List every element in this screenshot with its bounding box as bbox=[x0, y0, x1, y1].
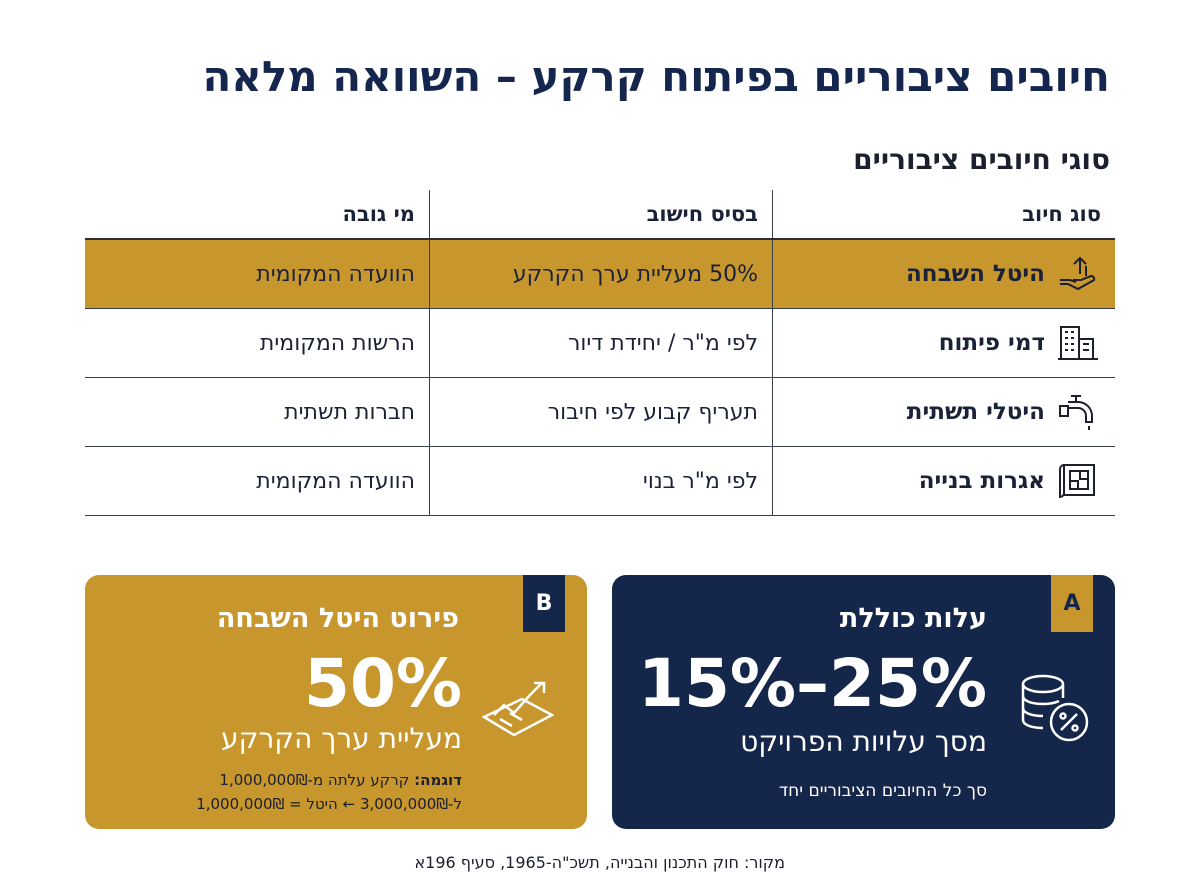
charge-type-cell: דמי פיתוח bbox=[772, 309, 1115, 377]
betterment-levy-card: B פירוט היטל השבחה 50% מעליית ערך הקרקע … bbox=[85, 575, 587, 829]
rising-land-value-icon bbox=[480, 667, 558, 749]
calc-basis-cell: תעריף קבוע לפי חיבור bbox=[429, 378, 772, 446]
card-tag-b: B bbox=[523, 575, 565, 632]
example-label: דוגמה: bbox=[414, 771, 462, 789]
table-row: היטל השבחה 50% מעליית ערך הקרקע הוועדה ה… bbox=[85, 240, 1115, 309]
card-note: סך כל החיובים הציבוריים יחד bbox=[778, 781, 987, 801]
collector-cell: הוועדה המקומית bbox=[256, 261, 415, 287]
section-subtitle: סוגי חיובים ציבוריים bbox=[853, 143, 1110, 176]
card-title: עלות כוללת bbox=[839, 603, 987, 634]
charges-table: סוג חיוב בסיס חישוב מי גובה היטל השבחה 5… bbox=[85, 190, 1115, 516]
water-tap-icon bbox=[1055, 389, 1101, 435]
charge-type-label: אגרות בנייה bbox=[918, 468, 1045, 494]
hand-arrow-up-icon bbox=[1055, 251, 1101, 297]
table-row: היטלי תשתית תעריף קבוע לפי חיבור חברות ת… bbox=[85, 378, 1115, 447]
card-big-value: 15%–25% bbox=[638, 645, 987, 722]
charge-type-label: היטל השבחה bbox=[906, 261, 1045, 287]
total-cost-card: A עלות כוללת 15%–25% מסך עלויות הפרויקט … bbox=[612, 575, 1115, 829]
card-title: פירוט היטל השבחה bbox=[216, 603, 459, 634]
charge-type-label: היטלי תשתית bbox=[906, 399, 1045, 425]
charge-type-cell: היטלי תשתית bbox=[772, 378, 1115, 446]
table-header-row: סוג חיוב בסיס חישוב מי גובה bbox=[85, 190, 1115, 240]
building-icon bbox=[1055, 320, 1101, 366]
source-note: מקור: חוק התכנון והבנייה, תשכ"ה-1965, סע… bbox=[414, 853, 785, 872]
card-big-value: 50% bbox=[304, 645, 462, 722]
charge-type-cell: אגרות בנייה bbox=[772, 447, 1115, 515]
card-subtext: מסך עלויות הפרויקט bbox=[740, 725, 987, 758]
charge-type-cell: היטל השבחה bbox=[772, 240, 1115, 308]
calc-basis-cell: 50% מעליית ערך הקרקע bbox=[429, 240, 772, 308]
blueprint-icon bbox=[1055, 458, 1101, 504]
collector-cell: הרשות המקומית bbox=[259, 330, 415, 356]
table-row: דמי פיתוח לפי מ"ר / יחידת דיור הרשות המק… bbox=[85, 309, 1115, 378]
charge-type-label: דמי פיתוח bbox=[938, 330, 1045, 356]
card-tag-a: A bbox=[1051, 575, 1093, 632]
example-line-2: ל-3,000,000₪ ← היטל = 1,000,000₪ bbox=[196, 795, 462, 813]
card-subtext: מעליית ערך הקרקע bbox=[221, 722, 462, 755]
header-calc-basis: בסיס חישוב bbox=[429, 190, 772, 238]
example-line-1: קרקע עלתה מ-1,000,000₪ bbox=[219, 771, 410, 789]
collector-cell: חברות תשתית bbox=[284, 399, 415, 425]
collector-cell: הוועדה המקומית bbox=[256, 468, 415, 494]
coins-percent-icon bbox=[1017, 670, 1095, 752]
example-text: דוגמה: קרקע עלתה מ-1,000,000₪ ל-3,000,00… bbox=[196, 768, 462, 816]
header-collector: מי גובה bbox=[342, 202, 415, 226]
calc-basis-cell: לפי מ"ר / יחידת דיור bbox=[429, 309, 772, 377]
header-charge-type: סוג חיוב bbox=[772, 190, 1115, 238]
page-title: חיובים ציבוריים בפיתוח קרקע – השוואה מלא… bbox=[202, 52, 1110, 101]
table-row: אגרות בנייה לפי מ"ר בנוי הוועדה המקומית bbox=[85, 447, 1115, 516]
calc-basis-cell: לפי מ"ר בנוי bbox=[429, 447, 772, 515]
